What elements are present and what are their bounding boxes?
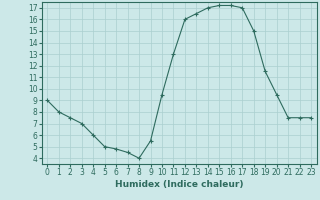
X-axis label: Humidex (Indice chaleur): Humidex (Indice chaleur) [115, 180, 244, 189]
